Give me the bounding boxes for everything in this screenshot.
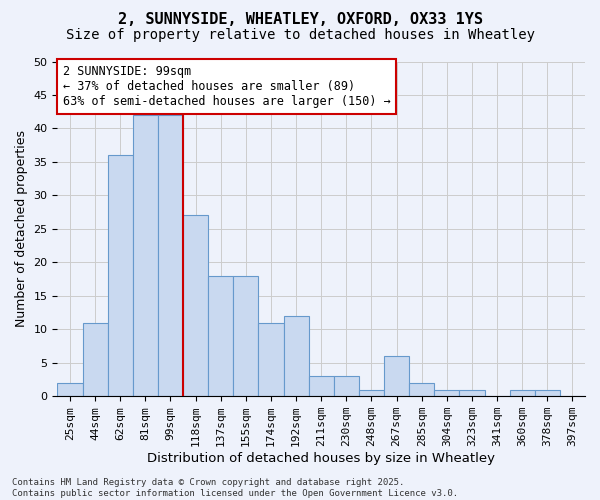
Bar xyxy=(509,390,535,396)
Bar xyxy=(284,316,308,396)
Bar xyxy=(535,390,560,396)
Bar xyxy=(384,356,409,396)
Bar xyxy=(208,276,233,396)
Text: Size of property relative to detached houses in Wheatley: Size of property relative to detached ho… xyxy=(65,28,535,42)
Bar xyxy=(434,390,460,396)
Bar xyxy=(158,115,183,396)
Bar xyxy=(334,376,359,396)
Text: 2 SUNNYSIDE: 99sqm
← 37% of detached houses are smaller (89)
63% of semi-detache: 2 SUNNYSIDE: 99sqm ← 37% of detached hou… xyxy=(62,65,391,108)
Text: Contains HM Land Registry data © Crown copyright and database right 2025.
Contai: Contains HM Land Registry data © Crown c… xyxy=(12,478,458,498)
Bar xyxy=(359,390,384,396)
Bar xyxy=(183,216,208,396)
Bar xyxy=(133,115,158,396)
Y-axis label: Number of detached properties: Number of detached properties xyxy=(15,130,28,328)
Bar xyxy=(308,376,334,396)
Bar xyxy=(83,322,107,396)
Bar xyxy=(233,276,259,396)
Bar xyxy=(107,155,133,396)
Bar xyxy=(460,390,485,396)
Bar xyxy=(259,322,284,396)
Bar xyxy=(409,383,434,396)
Bar xyxy=(58,383,83,396)
Text: 2, SUNNYSIDE, WHEATLEY, OXFORD, OX33 1YS: 2, SUNNYSIDE, WHEATLEY, OXFORD, OX33 1YS xyxy=(118,12,482,28)
X-axis label: Distribution of detached houses by size in Wheatley: Distribution of detached houses by size … xyxy=(147,452,495,465)
